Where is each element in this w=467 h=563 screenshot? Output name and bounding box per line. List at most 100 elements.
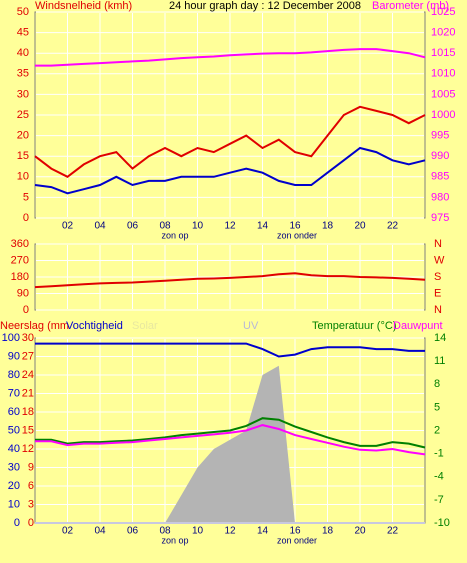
y2-tick-label: 2 (434, 424, 440, 436)
chart-title: 24 hour graph day : 12 December 2008 (169, 0, 361, 12)
y-tick-label: 100 (2, 332, 20, 344)
x-tick-label: 14 (257, 221, 269, 232)
y-tick-label: 80 (8, 369, 20, 381)
x-tick-label: 08 (159, 526, 171, 537)
x-tick-label: 22 (387, 526, 399, 537)
y-tick-label: 20 (17, 130, 29, 142)
y-tick-label: 0 (14, 517, 20, 529)
y2-tick-label: N (434, 304, 442, 316)
y2-tick-label: 990 (431, 150, 449, 162)
series-line (35, 342, 425, 358)
y2-tick-label: 1020 (431, 27, 455, 39)
x-tick-label: 04 (94, 526, 106, 537)
y2-tick-label: N (434, 238, 442, 250)
y3-tick-label: 3 (28, 498, 34, 510)
series-line (34, 272, 426, 289)
x-tick-label: 10 (192, 221, 204, 232)
sun-annotation: zon onder (277, 230, 317, 240)
y-tick-label: 270 (11, 254, 29, 266)
y-tick-label: 35 (17, 68, 29, 80)
y2-tick-label: 980 (431, 191, 449, 203)
y-tick-label: 25 (17, 109, 29, 121)
y-tick-label: 30 (17, 88, 29, 100)
legend-label: Solar (132, 320, 158, 332)
sun-annotation: zon op (161, 535, 188, 545)
y3-tick-label: 27 (22, 350, 34, 362)
x-tick-label: 22 (387, 221, 399, 232)
y2-tick-label: 8 (434, 378, 440, 390)
x-tick-label: 20 (354, 526, 366, 537)
series-line (35, 48, 426, 67)
x-tick-label: 12 (224, 221, 236, 232)
y2-tick-label: 1000 (431, 109, 455, 121)
series-line (34, 105, 426, 178)
x-tick-label: 06 (127, 526, 139, 537)
y2-tick-label: 995 (431, 130, 449, 142)
x-tick-label: 02 (62, 221, 74, 232)
y3-tick-label: 24 (22, 369, 34, 381)
x-tick-label: 18 (322, 221, 334, 232)
y-tick-label: 360 (11, 238, 29, 250)
y3-tick-label: 21 (22, 387, 34, 399)
x-tick-label: 16 (289, 221, 301, 232)
y3-tick-label: 15 (22, 424, 34, 436)
y2-tick-label: 975 (431, 212, 449, 224)
x-tick-label: 10 (192, 526, 204, 537)
legend-label: Vochtigheid (66, 320, 123, 332)
x-tick-label: 06 (127, 221, 139, 232)
y3-tick-label: 0 (28, 517, 34, 529)
x-tick-label: 18 (322, 526, 334, 537)
y2-tick-label: 1010 (431, 68, 455, 80)
y2-tick-label: 985 (431, 171, 449, 183)
y-tick-label: 5 (23, 191, 29, 203)
y-tick-label: 0 (23, 304, 29, 316)
y2-tick-label: 11 (434, 355, 445, 367)
y2-tick-label: -1 (434, 448, 444, 460)
y-tick-label: 50 (8, 424, 20, 436)
y-tick-label: 90 (17, 287, 29, 299)
sun-annotation: zon onder (277, 535, 317, 545)
y-tick-label: 20 (8, 480, 20, 492)
y2-tick-label: W (434, 254, 445, 266)
y-tick-label: 10 (8, 498, 20, 510)
y-tick-label: 60 (8, 406, 20, 418)
series-line (34, 146, 426, 195)
y-tick-label: 45 (17, 27, 29, 39)
y-tick-label: 0 (23, 212, 29, 224)
y2-axis-label: Barometer (mb) (372, 0, 449, 12)
legend-label: Neerslag (mm (0, 320, 69, 332)
sun-annotation: zon op (161, 230, 188, 240)
x-tick-label: 16 (289, 526, 301, 537)
x-tick-label: 14 (257, 526, 269, 537)
x-tick-label: 02 (62, 526, 74, 537)
y-tick-label: 50 (17, 6, 29, 18)
y-tick-label: 30 (8, 461, 20, 473)
x-tick-label: 08 (159, 221, 171, 232)
legend-label: Dauwpunt (393, 320, 443, 332)
y2-tick-label: 1005 (431, 88, 455, 100)
y3-tick-label: 18 (22, 406, 34, 418)
y3-tick-label: 30 (22, 332, 34, 344)
y-tick-label: 10 (17, 171, 29, 183)
y-tick-label: 180 (11, 271, 29, 283)
y2-tick-label: -7 (434, 494, 444, 506)
y3-tick-label: 6 (28, 480, 34, 492)
x-tick-label: 12 (224, 526, 236, 537)
legend-label: Temperatuur (°C) (312, 320, 396, 332)
y2-tick-label: -4 (434, 471, 444, 483)
series-area (35, 365, 425, 523)
y-tick-label: 40 (17, 47, 29, 59)
y-tick-label: 90 (8, 350, 20, 362)
y-tick-label: 15 (17, 150, 29, 162)
series-line (35, 424, 426, 456)
y-axis-label: Windsnelheid (kmh) (35, 0, 132, 12)
y-tick-label: 70 (8, 387, 20, 399)
x-tick-label: 04 (94, 221, 106, 232)
y3-tick-label: 9 (28, 461, 34, 473)
series-line (35, 417, 426, 449)
x-tick-label: 20 (354, 221, 366, 232)
y2-tick-label: E (434, 287, 441, 299)
y2-tick-label: 1025 (431, 6, 455, 18)
y2-tick-label: 1015 (431, 47, 455, 59)
